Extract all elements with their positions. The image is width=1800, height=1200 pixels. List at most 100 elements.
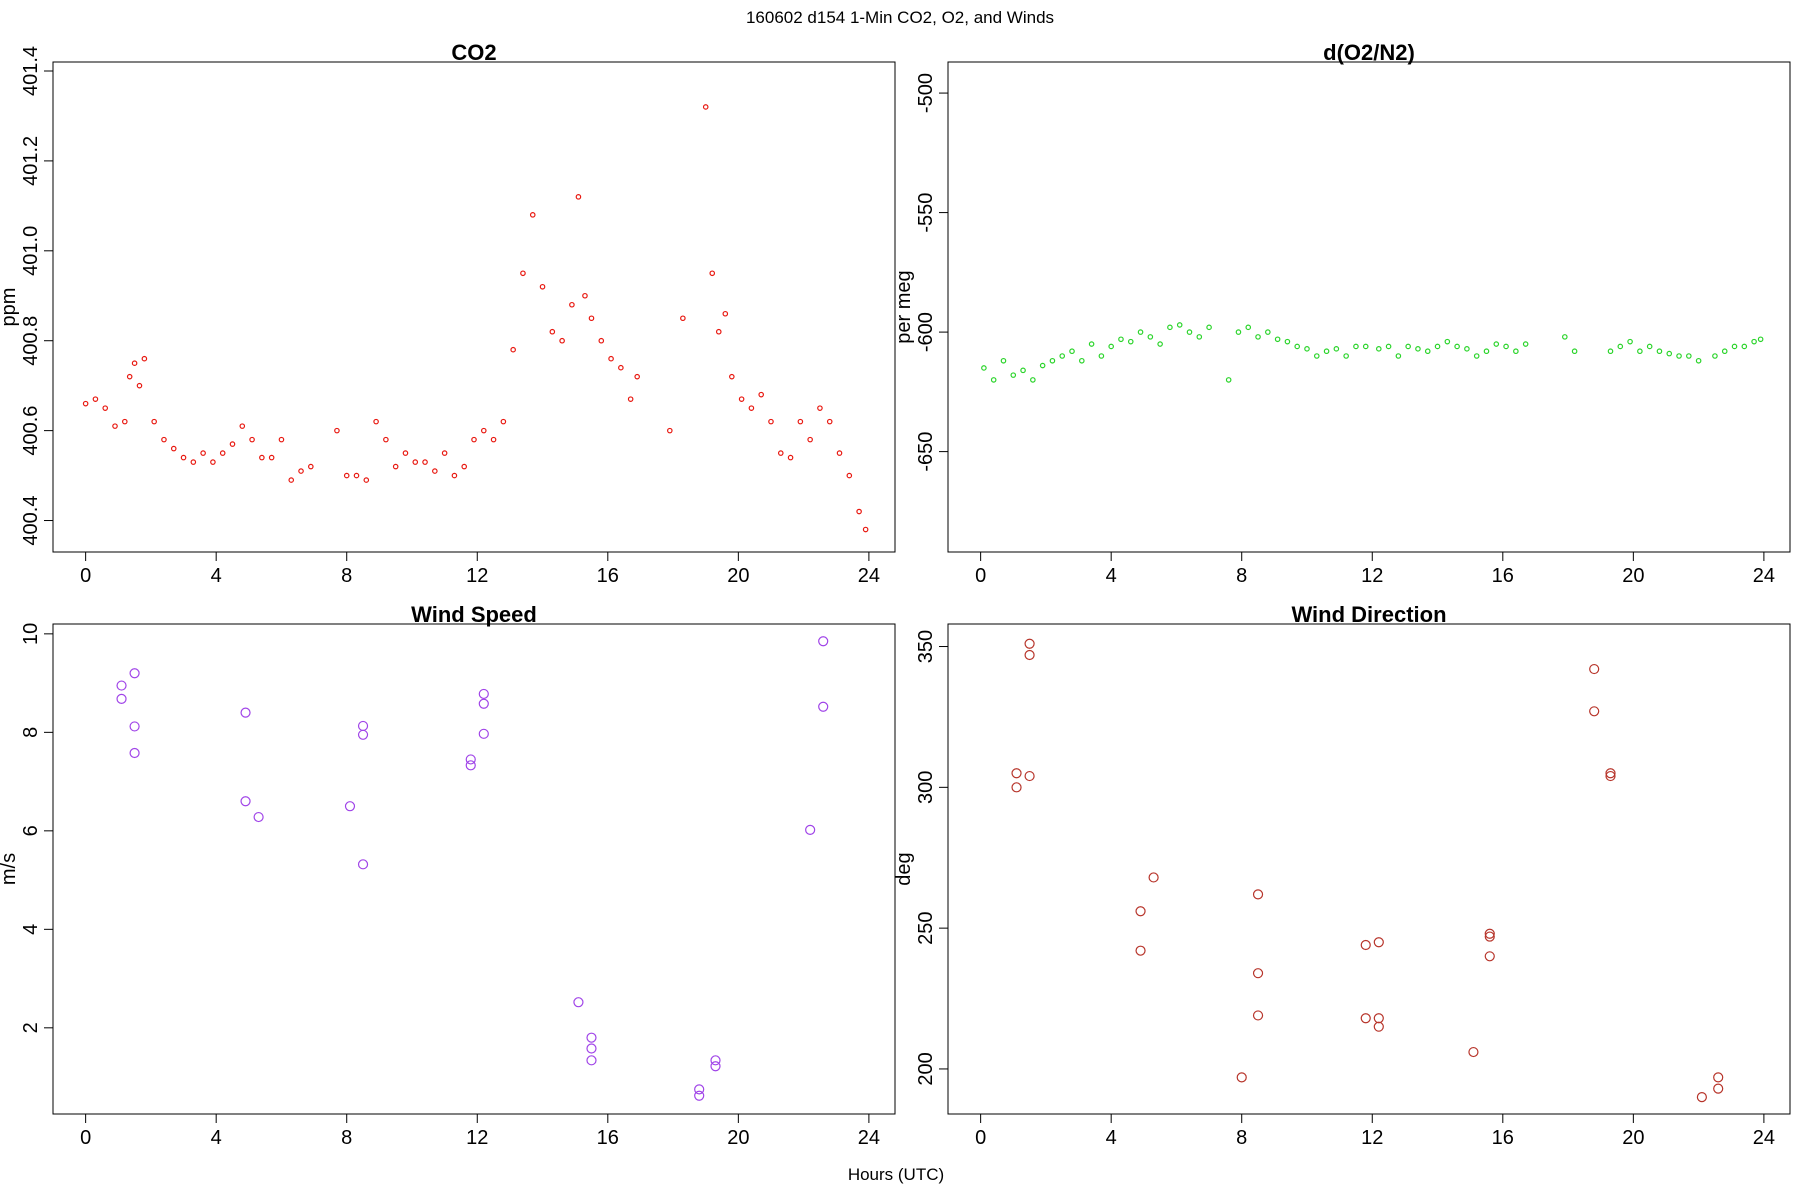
co2-data-point (343, 472, 350, 479)
co2-data-point (575, 194, 582, 200)
o2-data-point (1049, 357, 1056, 364)
wdir-data-point (1373, 1021, 1384, 1032)
co2-data-point (862, 526, 869, 533)
co2-x-tick-label: 24 (858, 565, 880, 587)
o2-data-point (1513, 348, 1519, 355)
co2-data-point (239, 423, 246, 429)
wspd-data-point (818, 701, 829, 712)
co2-data-point (126, 373, 133, 380)
o2-data-point (1503, 343, 1509, 350)
co2-data-point (102, 405, 109, 411)
wspd-data-point (694, 1084, 705, 1095)
wspd-data-point (573, 997, 584, 1008)
co2-data-point (738, 396, 745, 402)
wdir-data-point (1605, 770, 1616, 782)
o2-data-point (1039, 362, 1046, 369)
co2-data-point (588, 315, 595, 322)
o2-data-point (990, 377, 997, 383)
wspd-data-point (116, 693, 127, 704)
wspd-data-point (465, 754, 476, 765)
o2-data-point (1098, 353, 1105, 359)
o2-data-point (1454, 343, 1460, 350)
wdir-data-point (1024, 649, 1035, 661)
o2-data-point (1235, 329, 1242, 335)
o2-x-tick-label: 0 (975, 565, 986, 587)
o2-data-point (1176, 322, 1183, 328)
wdir-data-point (1696, 1092, 1707, 1103)
wdir-y-tick-label: 350 (915, 630, 937, 663)
o2-data-point (1206, 324, 1212, 331)
wspd-data-point (357, 729, 369, 740)
wspd-data-point (710, 1061, 721, 1072)
o2-data-point (1385, 343, 1392, 350)
co2-data-point (161, 436, 167, 443)
co2-data-point (817, 405, 823, 411)
co2-data-point (748, 405, 755, 411)
wdir-data-point (1024, 770, 1035, 782)
co2-data-point (151, 418, 157, 425)
co2-data-point (141, 355, 148, 362)
wspd-data-point (240, 707, 251, 718)
co2-data-point (768, 418, 774, 425)
wspd-x-tick-label: 12 (466, 1127, 488, 1149)
co2-data-point (308, 463, 314, 470)
co2-data-point (856, 508, 862, 515)
co2-data-point (392, 463, 399, 470)
wspd-data-point (129, 668, 140, 679)
o2-x-tick-label: 8 (1236, 565, 1247, 587)
co2-x-tick-label: 0 (80, 565, 91, 587)
o2-panel: d(O2/N2) 0 4 8 12 16 20 24 -650 -600 -550 -500 per m… (893, 40, 1791, 587)
wspd-data-point (357, 720, 369, 732)
wdir-title: Wind Direction (1291, 602, 1446, 627)
o2-x-tick-label: 12 (1361, 565, 1383, 587)
wspd-data-point (240, 796, 251, 807)
o2-data-point (1731, 343, 1738, 350)
o2-data-point (1030, 377, 1036, 383)
wspd-y-tick-label: 6 (20, 825, 42, 836)
o2-data-point (1721, 348, 1728, 355)
wdir-data-point (1484, 931, 1495, 942)
wdir-data-point (1024, 638, 1035, 649)
o2-data-point (1751, 338, 1757, 345)
co2-data-point (569, 301, 575, 308)
wspd-data-point (586, 1043, 597, 1054)
wspd-x-tick-label: 16 (597, 1127, 619, 1149)
co2-data-point (441, 450, 448, 456)
wdir-x-tick-label: 24 (1753, 1127, 1775, 1149)
o2-data-point (1415, 346, 1421, 352)
o2-data-point (1313, 353, 1320, 359)
co2-data-point (709, 270, 716, 277)
o2-data-point (1333, 346, 1340, 352)
co2-data-point (353, 472, 360, 479)
co2-x-tick-label: 20 (727, 565, 749, 587)
o2-data-point (1483, 348, 1490, 355)
wdir-data-point (1589, 706, 1600, 717)
co2-data-point (170, 445, 177, 452)
co2-data-point (836, 450, 843, 456)
co2-data-point (412, 459, 419, 465)
wspd-x-tick-label: 4 (211, 1127, 222, 1149)
co2-y-tick-label: 400.4 (20, 496, 42, 546)
o2-x-tick-label: 20 (1622, 565, 1644, 587)
co2-data-point (549, 328, 556, 335)
o2-data-point (1079, 357, 1085, 364)
co2-data-point (715, 328, 722, 335)
co2-data-point (758, 391, 764, 398)
o2-data-point (1127, 338, 1134, 345)
wspd-y-axis-label: m/s (0, 853, 20, 885)
co2-data-point (680, 315, 686, 322)
o2-title: d(O2/N2) (1323, 40, 1415, 65)
wdir-data-point (1360, 1013, 1371, 1024)
wdir-data-point (1713, 1083, 1724, 1094)
o2-data-point (1395, 353, 1402, 359)
o2-data-point (1405, 343, 1411, 350)
o2-data-point (1274, 336, 1281, 343)
co2-x-tick-label: 12 (466, 565, 488, 587)
o2-data-point (1088, 341, 1095, 347)
wdir-y-tick-label: 250 (915, 911, 937, 944)
o2-data-point (1000, 357, 1007, 364)
wind-direction-panel: Wind Direction 0 4 8 12 16 20 24 200 250 300 350 deg (893, 602, 1791, 1149)
wspd-x-tick-label: 20 (727, 1127, 749, 1149)
co2-data-point (112, 423, 118, 429)
